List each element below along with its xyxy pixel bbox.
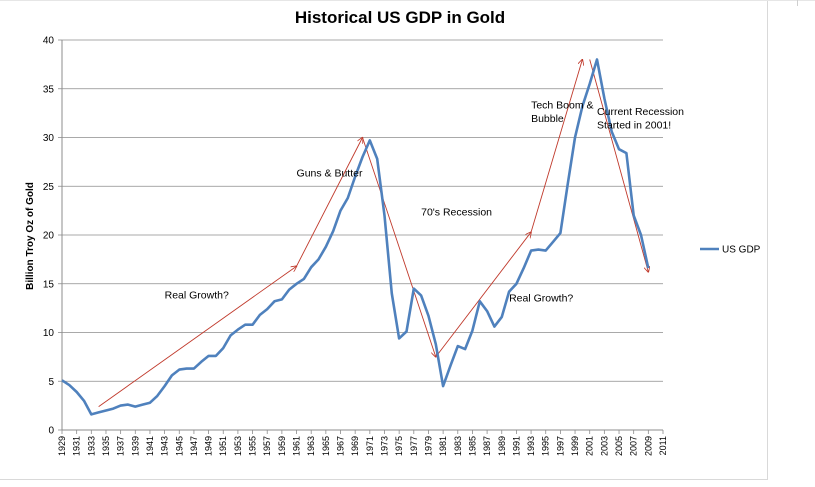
y-tick-label: 40 <box>43 36 55 47</box>
x-tick-label: 1975 <box>394 436 404 456</box>
x-tick-label: 1959 <box>277 436 287 456</box>
x-tick-label: 1929 <box>57 436 67 456</box>
y-tick-label: 25 <box>43 182 55 193</box>
y-tick-label: 15 <box>43 279 55 290</box>
trend-arrow-3 <box>362 137 436 357</box>
x-tick-label: 1943 <box>160 436 170 456</box>
y-tick-label: 10 <box>43 328 55 339</box>
trend-arrows <box>98 59 649 407</box>
x-tick-label: 1981 <box>438 436 448 456</box>
x-tick-label: 1945 <box>174 436 184 456</box>
x-tick-label: 1951 <box>218 436 228 456</box>
annotation-label: Bubble <box>531 113 564 125</box>
x-tick-label: 1979 <box>423 436 433 456</box>
annotation-label: Started in 2001! <box>597 120 671 132</box>
x-tick-label: 1991 <box>511 436 521 456</box>
x-tick-labels: 1929 1931 1933 1935 1937 1939 1941 1943 1945 1947… <box>57 430 668 456</box>
trend-arrow-2 <box>296 138 363 267</box>
y-tick-label: 20 <box>43 231 55 242</box>
chart-frame <box>0 0 768 480</box>
trend-arrow-5 <box>530 60 582 233</box>
x-tick-label: 1993 <box>526 436 536 456</box>
legend-label: US GDP <box>722 245 761 256</box>
trend-arrow-4 <box>435 232 531 358</box>
x-tick-label: 2007 <box>629 436 639 456</box>
annotations: Real Growth? Guns & Butter 70's Recession R… <box>165 99 685 304</box>
y-tick-label: 0 <box>48 426 54 437</box>
x-tick-label: 1965 <box>321 436 331 456</box>
x-tick-label: 1947 <box>189 436 199 456</box>
x-tick-label: 1937 <box>116 436 126 456</box>
x-tick-label: 1941 <box>145 436 155 456</box>
x-tick-label: 2009 <box>643 436 653 456</box>
x-tick-label: 2005 <box>614 436 624 456</box>
x-tick-label: 1999 <box>570 436 580 456</box>
annotation-label: Real Growth? <box>509 292 573 304</box>
x-tick-label: 1985 <box>467 436 477 456</box>
legend: US GDP <box>700 245 761 256</box>
x-tick-label: 1997 <box>555 436 565 456</box>
x-tick-label: 1957 <box>262 436 272 456</box>
annotation-label: Current Recession <box>597 106 684 118</box>
x-tick-label: 1953 <box>233 436 243 456</box>
annotation-label: 70's Recession <box>421 207 492 219</box>
x-tick-label: 1963 <box>306 436 316 456</box>
x-tick-label: 1989 <box>497 436 507 456</box>
top-border <box>0 0 815 7</box>
annotation-label: Tech Boom & <box>531 99 593 111</box>
x-tick-label: 1987 <box>482 436 492 456</box>
x-tick-label: 1969 <box>350 436 360 456</box>
x-tick-label: 2011 <box>658 436 668 455</box>
series-line-us-gdp <box>61 58 650 416</box>
trend-arrow-1 <box>98 266 297 407</box>
y-tick-label: 5 <box>48 377 54 388</box>
trend-arrow-6 <box>589 59 649 273</box>
x-tick-label: 1955 <box>248 436 258 456</box>
series-layer <box>61 58 650 416</box>
x-tick-label: 1939 <box>130 436 140 456</box>
x-tick-label: 1961 <box>292 436 302 456</box>
x-tick-label: 1931 <box>72 436 82 456</box>
chart-title: Historical US GDP in Gold <box>295 8 505 27</box>
x-tick-label: 2003 <box>599 436 609 456</box>
x-tick-label: 1967 <box>336 436 346 456</box>
y-tick-labels: 0 5 10 15 20 25 30 35 40 <box>43 36 55 437</box>
x-tick-label: 1983 <box>453 436 463 456</box>
x-tick-label: 1977 <box>409 436 419 456</box>
annotation-label: Guns & Butter <box>297 168 363 180</box>
x-tick-label: 1935 <box>101 436 111 456</box>
x-tick-label: 2001 <box>585 436 595 456</box>
x-tick-label: 1933 <box>86 436 96 456</box>
annotation-label: Real Growth? <box>165 289 229 301</box>
axes <box>61 40 663 431</box>
y-tick-label: 30 <box>43 133 55 144</box>
y-tick-label: 35 <box>43 84 55 95</box>
x-tick-label: 1995 <box>541 436 551 456</box>
y-axis-label: Billion Troy Oz of Gold <box>25 182 36 290</box>
x-tick-label: 1949 <box>204 436 214 456</box>
x-tick-label: 1973 <box>379 436 389 456</box>
x-tick-label: 1971 <box>365 436 375 456</box>
corner-mark <box>797 0 798 6</box>
